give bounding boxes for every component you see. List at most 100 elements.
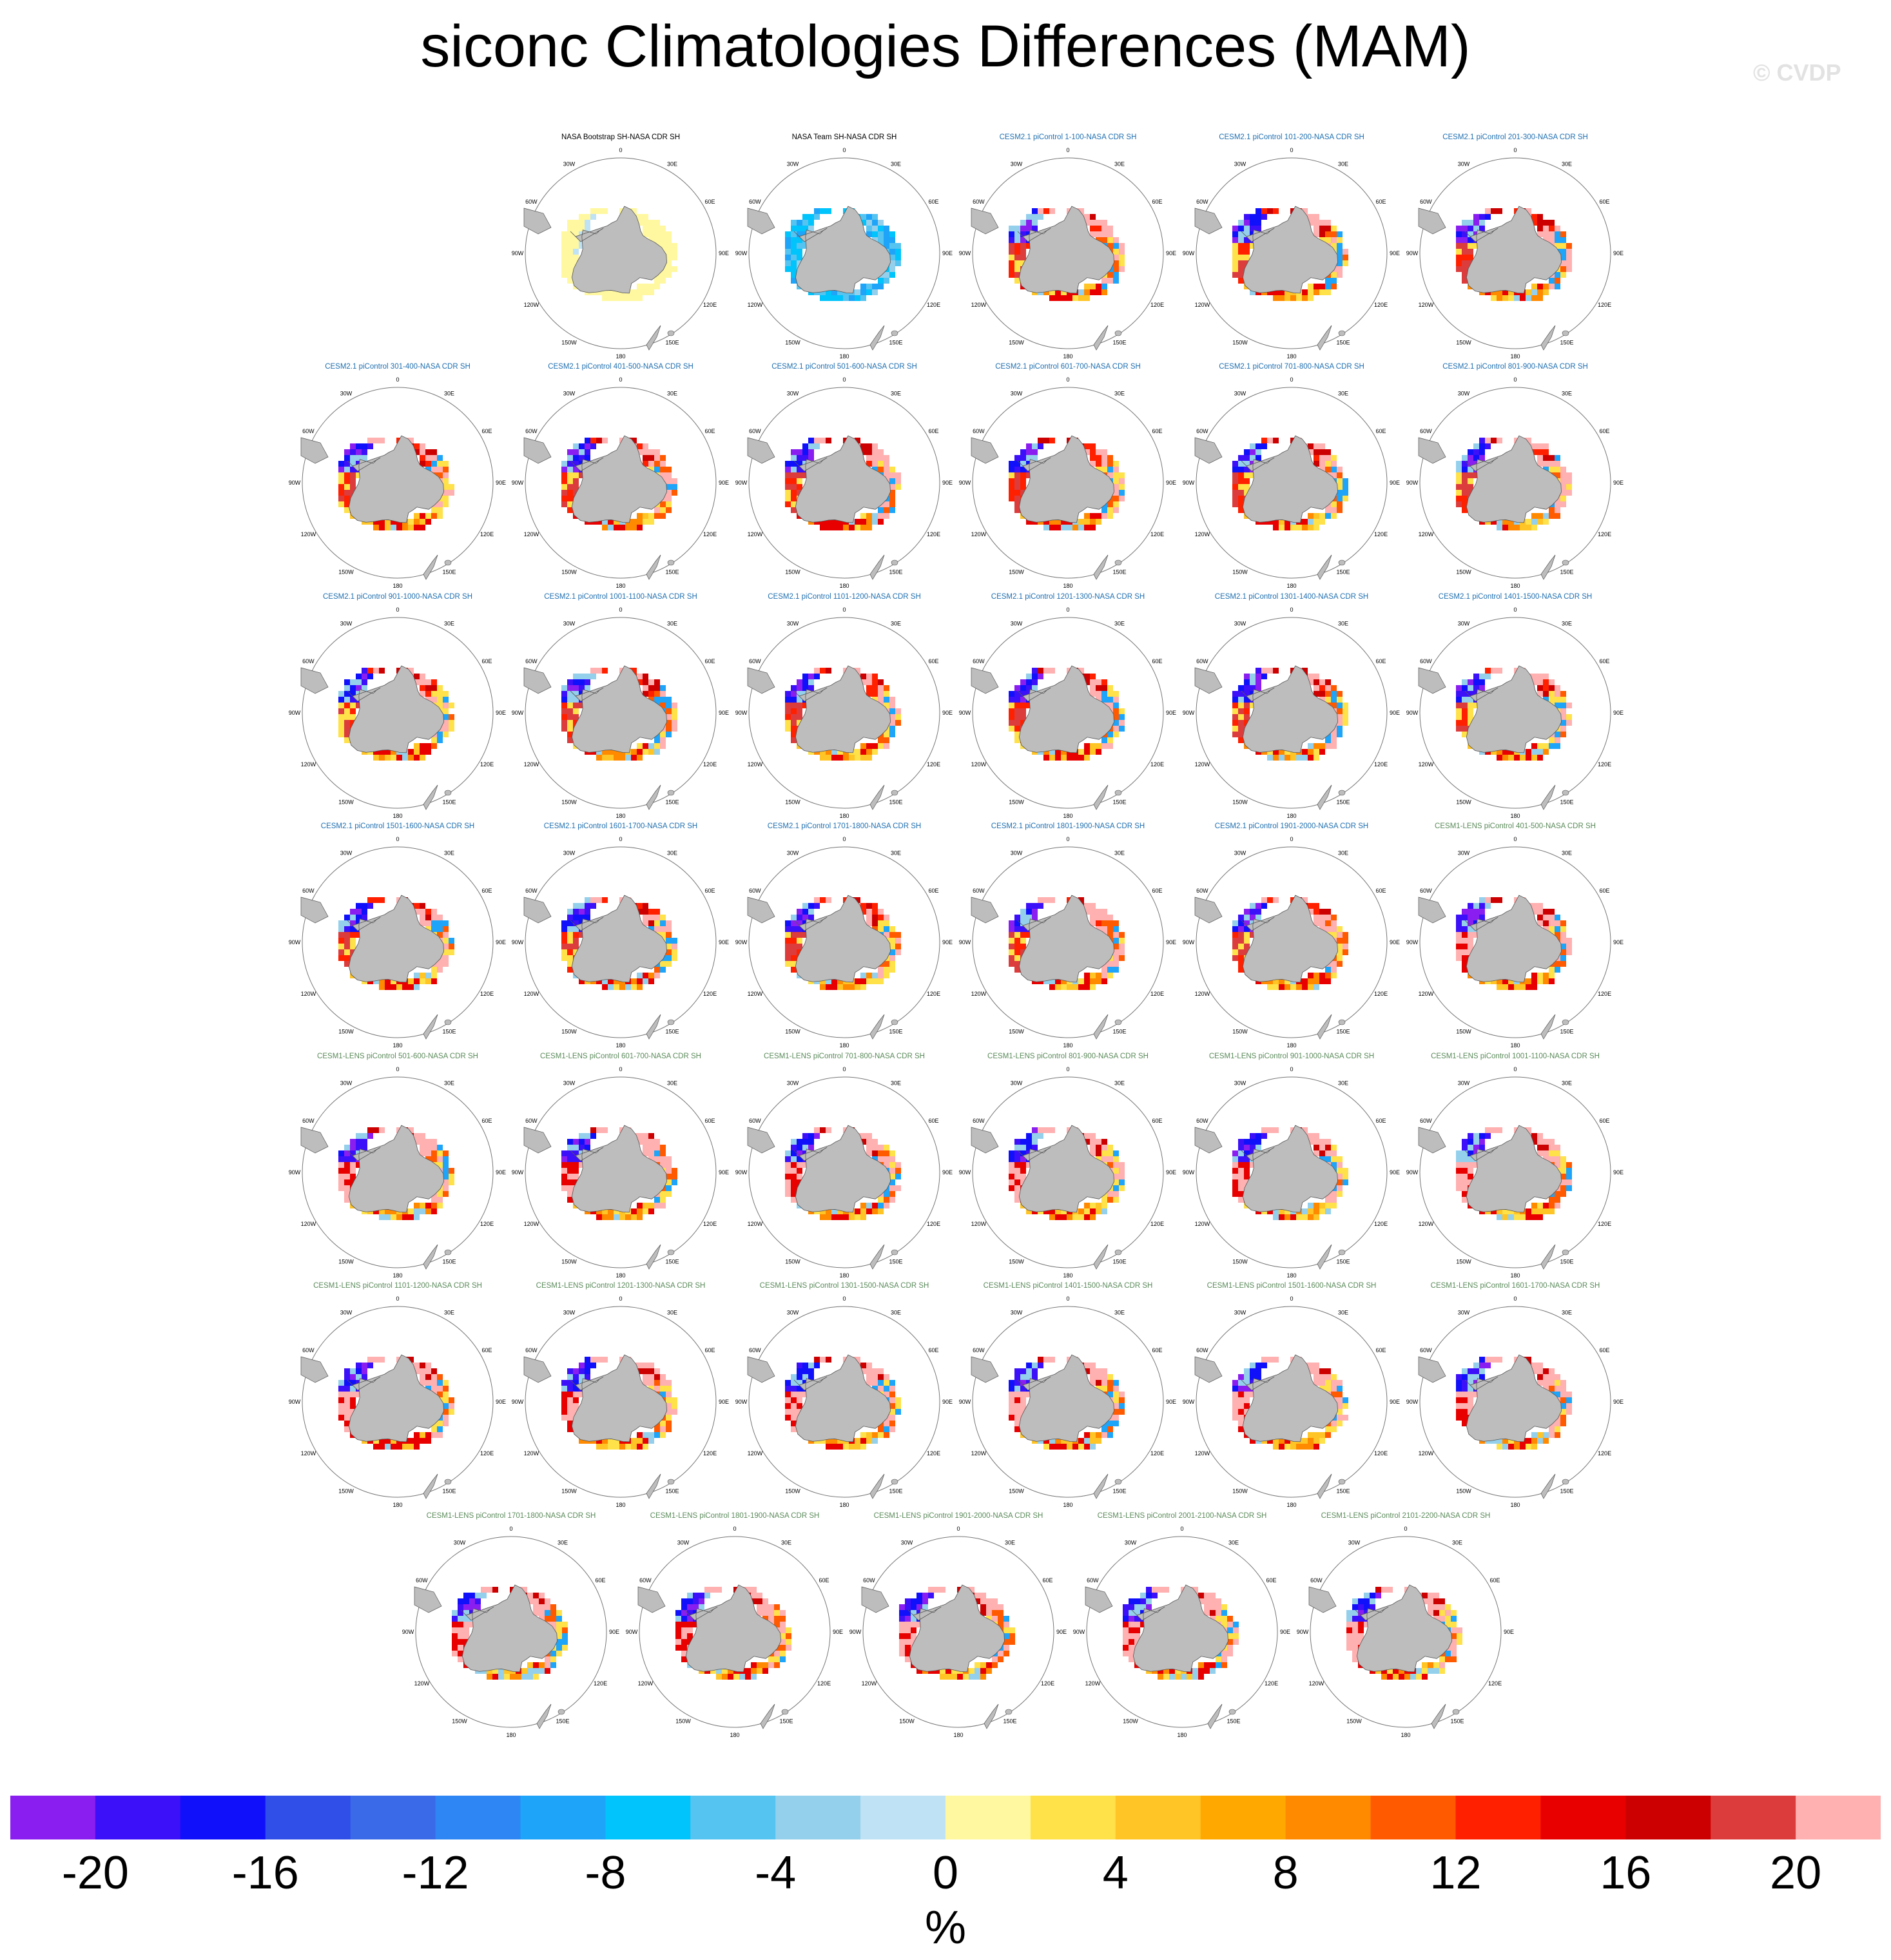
sea-ice-diff-cell: [350, 1392, 356, 1397]
sea-ice-diff-cell: [1113, 949, 1119, 955]
sea-ice-diff-cell: [1462, 472, 1468, 478]
sea-ice-diff-cell: [1308, 973, 1314, 978]
sea-ice-diff-cell: [1020, 915, 1026, 920]
sea-ice-diff-cell: [1456, 472, 1462, 478]
sea-ice-diff-cell: [1107, 1432, 1113, 1438]
south-america-landmass: [1194, 897, 1223, 924]
sea-ice-diff-cell: [1314, 1145, 1319, 1150]
longitude-label: 60E: [482, 428, 492, 434]
sea-ice-diff-cell: [561, 720, 567, 726]
sea-ice-diff-cell: [1319, 237, 1325, 243]
sea-ice-diff-cell: [1514, 525, 1520, 530]
sea-ice-diff-cell: [449, 490, 454, 496]
sea-ice-diff-cell: [1119, 949, 1125, 955]
sea-ice-diff-cell: [1232, 1415, 1238, 1421]
sea-ice-diff-cell: [1078, 749, 1084, 755]
sea-ice-diff-cell: [562, 1645, 568, 1651]
sea-ice-diff-cell: [643, 691, 648, 697]
sea-ice-diff-cell: [643, 685, 648, 691]
sea-ice-diff-cell: [889, 243, 895, 249]
longitude-label: 30W: [1458, 1309, 1470, 1315]
sea-ice-diff-cell: [1479, 903, 1485, 909]
sea-ice-diff-cell: [1014, 1197, 1020, 1203]
sea-ice-diff-cell: [802, 679, 808, 685]
south-america-landmass: [523, 1127, 552, 1154]
longitude-label: 0: [1513, 147, 1517, 153]
sea-ice-diff-cell: [889, 1179, 895, 1185]
sea-ice-diff-cell: [1560, 1191, 1566, 1197]
sea-ice-diff-cell: [420, 455, 425, 461]
sea-ice-diff-cell: [1337, 703, 1343, 708]
sea-ice-diff-cell: [785, 255, 791, 260]
sea-ice-diff-cell: [1043, 897, 1049, 903]
sea-ice-diff-cell: [654, 461, 660, 467]
sea-ice-diff-cell: [797, 1363, 802, 1368]
sea-ice-diff-cell: [431, 449, 437, 455]
sea-ice-diff-cell: [1090, 1432, 1096, 1438]
sea-ice-diff-cell: [431, 679, 437, 685]
sea-ice-diff-cell: [556, 1639, 562, 1645]
longitude-label: 60E: [819, 1577, 829, 1584]
longitude-label: 60W: [1420, 199, 1432, 205]
sea-ice-diff-cell: [797, 926, 802, 932]
sea-ice-diff-cell: [1285, 984, 1290, 990]
sea-ice-diff-cell: [1009, 703, 1014, 708]
new-zealand-landmass: [1540, 1244, 1556, 1270]
panel-title: CESM1-LENS piControl 501-600-NASA CDR SH: [317, 1053, 478, 1060]
sea-ice-diff-cell: [1319, 685, 1325, 691]
sea-ice-diff-cell: [660, 1191, 666, 1197]
sea-ice-diff-cell: [1067, 525, 1072, 530]
sea-ice-diff-cell: [1319, 284, 1325, 289]
sea-ice-diff-cell: [1337, 944, 1343, 949]
longitude-label: 120E: [703, 302, 717, 308]
sea-ice-diff-cell: [1479, 1145, 1485, 1150]
sea-ice-diff-cell: [672, 478, 677, 484]
sea-ice-diff-cell: [1020, 1392, 1026, 1397]
sea-ice-diff-cell: [379, 978, 385, 984]
longitude-label: 30W: [340, 390, 353, 396]
sea-ice-diff-cell: [625, 755, 631, 761]
sea-ice-diff-cell: [425, 455, 431, 461]
sea-ice-diff-cell: [1232, 714, 1238, 720]
sea-ice-diff-cell: [722, 1668, 728, 1674]
sea-ice-diff-cell: [1232, 1380, 1238, 1386]
sea-ice-diff-cell: [1456, 932, 1462, 938]
sea-ice-diff-cell: [1308, 674, 1314, 679]
sea-ice-diff-cell: [889, 732, 895, 737]
sea-ice-diff-cell: [1096, 513, 1101, 519]
sea-ice-diff-cell: [1101, 697, 1107, 703]
south-america-landmass: [1194, 667, 1223, 694]
sea-ice-diff-cell: [481, 1587, 487, 1593]
longitude-label: 60E: [929, 1118, 939, 1124]
sea-ice-diff-cell: [1238, 720, 1244, 726]
sea-ice-diff-cell: [928, 1587, 934, 1593]
sea-ice-diff-cell: [681, 1627, 687, 1633]
sea-ice-diff-cell: [1096, 226, 1101, 231]
sea-ice-diff-cell: [373, 438, 379, 443]
sea-ice-diff-cell: [573, 720, 579, 726]
sea-ice-diff-cell: [1020, 1374, 1026, 1380]
sea-ice-diff-cell: [1267, 1208, 1273, 1214]
longitude-label: 90E: [609, 1629, 619, 1635]
sea-ice-diff-cell: [567, 732, 573, 737]
longitude-label: 150W: [1456, 1259, 1471, 1265]
sea-ice-diff-cell: [1302, 208, 1308, 214]
sea-ice-diff-cell: [425, 449, 431, 455]
sea-ice-diff-cell: [1325, 1156, 1331, 1162]
sea-ice-diff-cell: [1020, 472, 1026, 478]
sea-ice-diff-cell: [1462, 697, 1468, 703]
sea-ice-diff-cell: [1238, 1150, 1244, 1156]
sea-ice-diff-cell: [860, 1133, 866, 1139]
longitude-label: 180: [393, 1502, 402, 1508]
sea-ice-diff-cell: [643, 903, 648, 909]
sea-ice-diff-cell: [579, 1139, 585, 1145]
sea-ice-diff-cell: [1537, 749, 1543, 755]
sea-ice-diff-cell: [1479, 915, 1485, 920]
sea-ice-diff-cell: [889, 255, 895, 260]
sea-ice-diff-cell: [666, 1380, 672, 1386]
sea-ice-diff-cell: [379, 755, 385, 761]
sea-ice-diff-cell: [643, 1145, 648, 1150]
longitude-label: 150W: [1232, 340, 1248, 346]
sea-ice-diff-cell: [1537, 1203, 1543, 1208]
sea-ice-diff-cell: [1337, 1168, 1343, 1174]
